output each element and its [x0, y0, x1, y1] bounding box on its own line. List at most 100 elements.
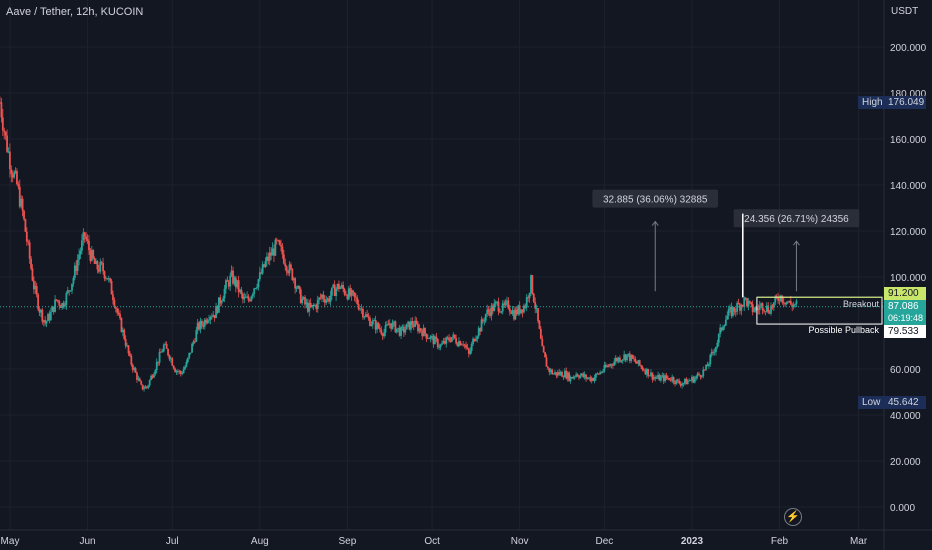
- candle-body: [609, 364, 611, 367]
- candle-body: [241, 293, 244, 300]
- candle-body: [484, 313, 487, 321]
- candle-body: [38, 309, 41, 313]
- candle-body: [133, 368, 136, 370]
- candle-body: [144, 386, 147, 389]
- candle-body: [120, 318, 123, 333]
- candle-body: [312, 305, 315, 306]
- candle-body: [376, 322, 378, 330]
- candle-body: [710, 351, 713, 355]
- candle-body: [760, 303, 763, 306]
- candle-body: [407, 321, 410, 324]
- candle-body: [589, 377, 592, 381]
- candle-body: [155, 361, 158, 371]
- candle-body: [661, 375, 664, 377]
- candle-body: [474, 339, 477, 342]
- candle-body: [13, 172, 16, 178]
- candle-body: [730, 306, 733, 316]
- candle-body: [621, 359, 624, 361]
- candle-body: [335, 288, 337, 296]
- candle-body: [561, 372, 563, 377]
- candle-body: [750, 302, 753, 305]
- candle-body: [58, 301, 61, 306]
- candle-body: [181, 373, 184, 375]
- candle-body: [49, 311, 52, 321]
- candle-body: [158, 351, 161, 363]
- candle-body: [129, 353, 131, 356]
- candle-body: [551, 369, 554, 375]
- candle-body: [514, 309, 517, 320]
- candle-body: [124, 339, 127, 346]
- candle-body: [709, 354, 712, 365]
- candle-body: [787, 301, 789, 303]
- low-tag-label: Low: [858, 396, 884, 410]
- candle-body: [549, 369, 552, 373]
- candle-body: [196, 322, 199, 331]
- candle-body: [387, 324, 390, 326]
- candle-body: [453, 334, 456, 339]
- candle-body: [306, 302, 309, 312]
- candle-body: [378, 328, 381, 330]
- candle-body: [76, 259, 79, 272]
- y-tick-label: 20.000: [890, 457, 921, 468]
- candle-body: [250, 296, 253, 301]
- candle-body: [602, 371, 604, 373]
- candle-body: [401, 326, 404, 328]
- candle-body: [319, 297, 322, 299]
- candle-body: [151, 375, 154, 378]
- candle-body: [217, 297, 220, 313]
- x-tick-label: Mar: [850, 536, 868, 547]
- candle-body: [380, 329, 383, 334]
- candle-body: [147, 385, 150, 388]
- candle-body: [85, 236, 88, 240]
- candle-body: [253, 288, 256, 294]
- measure-label-1: 32.885 (36.06%) 32885: [603, 195, 708, 206]
- candle-body: [230, 270, 233, 276]
- candle-body: [277, 240, 280, 242]
- candle-body: [18, 186, 21, 207]
- candle-body: [597, 373, 600, 375]
- candle-body: [153, 374, 155, 378]
- candle-body: [668, 377, 671, 380]
- candle-body: [343, 289, 346, 295]
- candle-body: [698, 373, 700, 375]
- candle-body: [100, 261, 103, 264]
- candle-body: [229, 275, 232, 287]
- candle-body: [167, 348, 169, 356]
- candle-body: [209, 316, 212, 320]
- candle-body: [655, 378, 658, 379]
- candle-body: [41, 309, 44, 322]
- candle-body: [143, 388, 145, 390]
- candle-body: [566, 372, 569, 379]
- candle-body: [311, 305, 313, 308]
- candle-body: [459, 341, 462, 346]
- candle-body: [539, 328, 542, 339]
- candle-body: [184, 366, 186, 370]
- candle-body: [691, 376, 693, 381]
- candle-body: [162, 344, 165, 352]
- candle-body: [726, 315, 729, 320]
- candle-body: [273, 248, 275, 256]
- candle-body: [360, 308, 363, 310]
- lightning-icon[interactable]: ⚡: [784, 508, 802, 526]
- candle-body: [213, 315, 216, 319]
- pullback-price-tag: 79.533: [884, 325, 926, 338]
- candle-body: [664, 375, 667, 382]
- candle-body: [195, 330, 198, 342]
- candle-body: [107, 278, 110, 280]
- candle-body: [408, 321, 411, 330]
- candle-body: [388, 323, 391, 326]
- candle-body: [263, 264, 265, 267]
- candle-body: [534, 302, 537, 309]
- candle-body: [455, 338, 458, 344]
- candle-body: [357, 304, 360, 310]
- candle-body: [425, 333, 428, 339]
- candle-body: [764, 311, 767, 313]
- candle-body: [578, 376, 580, 378]
- candle-body: [284, 263, 287, 267]
- candle-body: [421, 331, 424, 337]
- candle-body: [260, 272, 263, 274]
- candle-body: [511, 310, 514, 314]
- candle-body: [346, 295, 349, 300]
- candle-body: [780, 295, 782, 301]
